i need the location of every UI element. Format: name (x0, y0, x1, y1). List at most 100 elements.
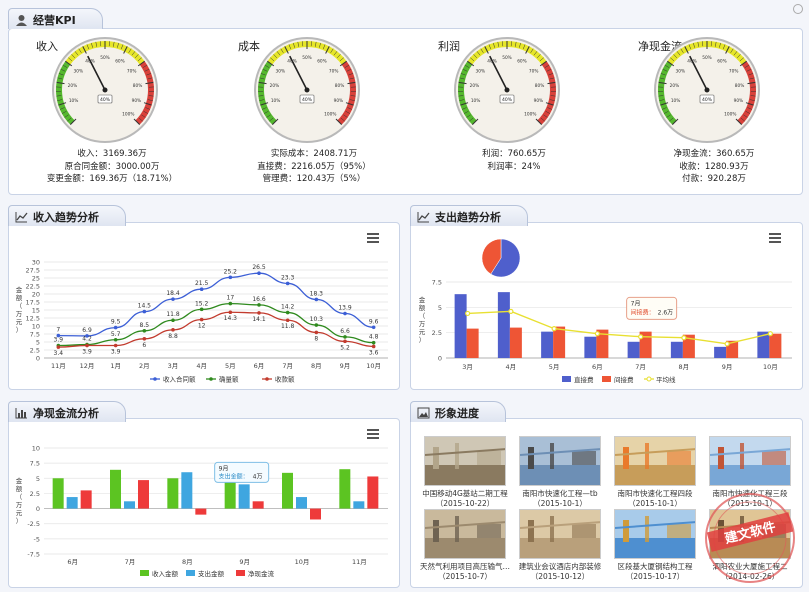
bar[interactable] (353, 501, 365, 509)
progress-photo-caption[interactable]: 区段基大厦钢结构工程 （2015-10-17） (607, 562, 703, 582)
progress-photo[interactable] (519, 509, 601, 559)
bar[interactable] (769, 333, 782, 358)
progress-photo[interactable] (424, 509, 506, 559)
legend-item[interactable]: 确量额 (206, 375, 239, 384)
bar[interactable] (541, 331, 554, 358)
progress-photo-caption[interactable]: 中国移动4G基站二期工程 （2015-10-22） (417, 489, 513, 509)
bar[interactable] (195, 508, 207, 515)
income-menu-button[interactable] (367, 233, 379, 243)
progress-photo-caption[interactable]: 南阳市快速化工程—tb （2015-10-1） (512, 489, 608, 509)
bar[interactable] (553, 326, 566, 358)
gauge-tick-label: 70% (329, 69, 339, 75)
bar[interactable] (714, 346, 727, 358)
bar[interactable] (757, 331, 770, 358)
progress-photo-caption[interactable]: 泗阳农业大厦施工程二 （2014-02-26） (702, 562, 798, 582)
bar[interactable] (167, 478, 179, 509)
bar[interactable] (238, 484, 250, 509)
progress-photo[interactable] (424, 436, 506, 486)
gauge-tick-label: 100% (122, 111, 134, 117)
progress-photo[interactable] (614, 509, 696, 559)
data-label: 25.2 (224, 268, 238, 275)
bar[interactable] (682, 334, 695, 358)
tooltip-title: 7月 (631, 300, 641, 307)
bar[interactable] (670, 341, 683, 358)
progress-photo-caption[interactable]: 建筑业会议酒店内部装修 （2015-10-12） (512, 562, 608, 582)
bar[interactable] (627, 341, 640, 358)
gauge-hub (102, 87, 108, 93)
bar[interactable] (181, 472, 193, 509)
progress-photo[interactable] (614, 436, 696, 486)
bar[interactable] (339, 469, 351, 509)
data-label: 5.2 (340, 344, 350, 351)
expense-menu-button[interactable] (769, 233, 781, 243)
legend-item[interactable]: 净现金流 (236, 569, 275, 578)
bar[interactable] (80, 490, 92, 509)
cashflow-menu-button[interactable] (367, 429, 379, 439)
gauge-tick (744, 64, 750, 68)
kpi-collapse-icon[interactable] (793, 4, 803, 14)
legend-label: 直接费 (574, 375, 594, 384)
bar[interactable] (509, 327, 522, 358)
bar[interactable] (138, 480, 149, 509)
legend-item[interactable]: 直接费 (562, 375, 594, 384)
gauge-tick (659, 77, 665, 80)
bar[interactable] (367, 476, 379, 509)
bar[interactable] (310, 508, 321, 520)
y-tick-label: 2.5 (30, 490, 40, 498)
kpi-gauge-dial: 10%20%30%40%50%60%70%80%90%100%40% (254, 37, 360, 143)
progress-photo[interactable] (519, 436, 601, 486)
legend-item[interactable]: 收入合同额 (150, 375, 196, 384)
gauge-tick-label: 70% (729, 69, 739, 75)
gauge-tick (470, 57, 475, 62)
bar[interactable] (66, 497, 78, 509)
gauge-tick (522, 44, 526, 50)
bar[interactable] (282, 472, 293, 509)
progress-photo-caption[interactable]: 天然气利用项目高压输气… （2015-10-7） (417, 562, 513, 582)
legend-item[interactable]: 间接费 (602, 375, 634, 384)
pie-slice[interactable] (490, 238, 521, 278)
bar[interactable] (52, 478, 64, 509)
bar[interactable] (454, 294, 467, 358)
bar[interactable] (584, 336, 597, 358)
tooltip-box (214, 461, 270, 483)
y-tick-label: 20 (32, 291, 40, 299)
bar[interactable] (497, 292, 510, 358)
y-tick-label: 0 (438, 355, 442, 363)
gauge-value-box (699, 94, 715, 104)
gauge-red-band (537, 61, 556, 125)
gauge-tick-label: 50% (302, 55, 312, 61)
bar[interactable] (596, 329, 609, 358)
bar[interactable] (296, 497, 307, 509)
progress-photo-caption[interactable]: 南阳市快速化工程四段 （2015-10-1） (607, 489, 703, 509)
legend-item[interactable]: 平均线 (644, 375, 676, 384)
data-point (343, 311, 347, 316)
bar[interactable] (124, 501, 135, 509)
gauge-tick (68, 57, 73, 62)
gauge-tick (746, 68, 752, 72)
data-label: 6 (142, 342, 146, 349)
legend-item[interactable]: 支出金额 (186, 569, 225, 578)
legend-item[interactable]: 收入金额 (140, 569, 179, 578)
kpi-gauge-details: 净现金流：360.65万 收款：1280.93万 付款：920.28万 (614, 148, 809, 186)
gauge-tick (349, 99, 355, 101)
bar[interactable] (466, 328, 479, 358)
gauge-tick (56, 95, 62, 97)
data-point (142, 309, 147, 314)
x-tick-label: 8月 (311, 362, 322, 370)
legend-item[interactable]: 收款额 (262, 375, 295, 384)
gauge-tick (339, 60, 347, 67)
line-chart-icon (417, 212, 430, 223)
bar[interactable] (252, 501, 264, 509)
gauge-tick (297, 41, 300, 47)
pie-slice[interactable] (481, 238, 502, 275)
y-tick-label: -5 (34, 535, 40, 543)
line-chart-icon (15, 212, 28, 223)
bar[interactable] (110, 469, 121, 509)
gauge-tick (138, 117, 143, 122)
legend-label: 平均线 (656, 375, 676, 384)
gauge-tick-label: 60% (517, 59, 527, 65)
gauge-tick (57, 99, 63, 101)
bar[interactable] (224, 467, 236, 509)
progress-photo[interactable] (709, 436, 791, 486)
y-axis-label: 金额（万元） (419, 295, 426, 344)
